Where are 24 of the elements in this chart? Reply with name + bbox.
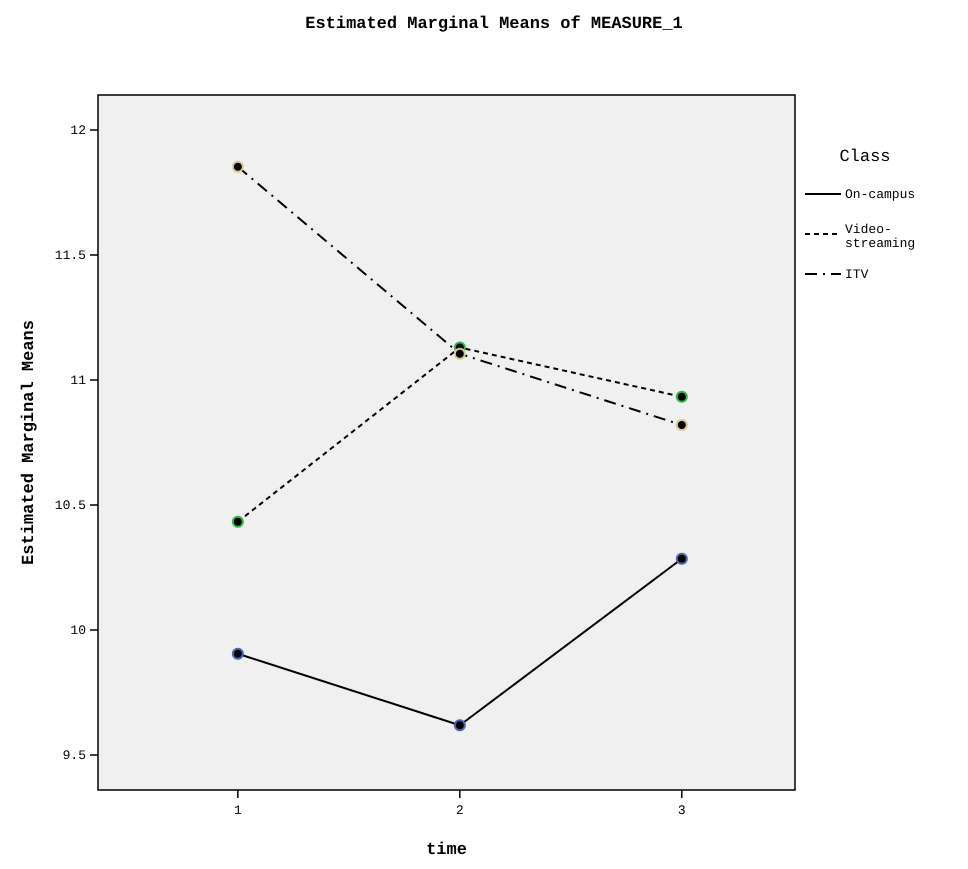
legend-label: On-campus	[845, 187, 916, 202]
x-tick-label: 1	[234, 803, 242, 818]
point	[454, 719, 466, 732]
x-tick-label: 2	[456, 803, 464, 818]
point	[676, 390, 688, 403]
chart-title: Estimated Marginal Means of MEASURE_1	[305, 15, 683, 34]
point	[454, 348, 466, 360]
y-tick-label: 11.5	[54, 248, 86, 263]
y-tick-label: 10	[70, 623, 86, 638]
legend-label: ITV	[845, 267, 869, 282]
y-tick-label: 11	[70, 373, 86, 388]
point	[232, 160, 244, 173]
legend-title: Class	[839, 148, 891, 167]
point	[232, 516, 244, 528]
point	[232, 648, 244, 660]
y-tick-label: 12	[70, 123, 86, 138]
y-tick-label: 10.5	[54, 498, 86, 513]
point	[676, 552, 688, 565]
y-axis-title: Estimated Marginal Means	[20, 320, 39, 565]
legend-label: Video-streaming	[845, 222, 916, 251]
x-tick-label: 3	[678, 803, 686, 818]
x-axis-title: time	[426, 841, 467, 860]
point	[676, 419, 688, 431]
y-tick-label: 9.5	[62, 748, 86, 763]
